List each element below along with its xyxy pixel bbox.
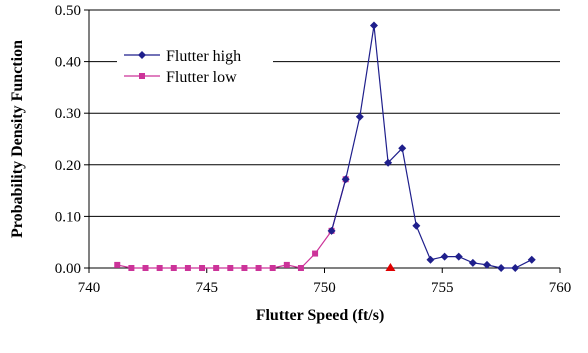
data-point-flutter-low (156, 265, 163, 271)
y-tick-label: 0.00 (55, 261, 81, 277)
triangle-marker (385, 263, 396, 271)
annotations (385, 263, 396, 271)
data-point-flutter-high (341, 175, 350, 184)
y-tick-label: 0.30 (55, 106, 81, 122)
y-tick-label: 0.40 (55, 55, 81, 71)
data-point-flutter-low (269, 265, 276, 271)
data-point-flutter-low (199, 265, 206, 271)
x-tick-label: 760 (549, 280, 572, 296)
data-point-flutter-high (482, 260, 491, 269)
x-tick-label: 745 (196, 280, 219, 296)
legend-label-flutter-low: Flutter low (166, 69, 237, 86)
data-point-flutter-high (511, 264, 520, 272)
legend-label-flutter-high: Flutter high (166, 48, 241, 65)
legend-marker-flutter-low (139, 73, 145, 79)
x-tick-labels: 740 745 750 755 760 (78, 268, 572, 296)
data-point-flutter-high (384, 158, 393, 167)
data-point-flutter-low (255, 265, 262, 271)
data-point-flutter-low (114, 261, 121, 268)
legend-marker-flutter-high (138, 51, 146, 59)
legend: Flutter high Flutter low (117, 38, 273, 92)
data-point-flutter-low (213, 265, 220, 271)
data-point-flutter-high (327, 226, 336, 235)
x-tick-label: 740 (78, 280, 101, 296)
data-point-flutter-low (241, 265, 248, 271)
data-point-flutter-low (283, 261, 290, 268)
data-point-flutter-low (128, 265, 135, 271)
y-tick-label: 0.20 (55, 158, 81, 174)
data-point-flutter-low (227, 265, 234, 271)
data-point-flutter-high (426, 255, 435, 264)
data-point-flutter-high (412, 221, 421, 230)
data-point-flutter-low (297, 265, 304, 271)
legend-box (117, 38, 273, 92)
y-tick-label: 0.10 (55, 209, 81, 225)
series-layer (114, 21, 536, 272)
y-tick-labels: 0.00 0.10 0.20 0.30 0.40 0.50 (55, 3, 89, 277)
data-point-flutter-high (497, 264, 506, 272)
y-tick-label: 0.50 (55, 3, 81, 19)
data-point-flutter-high (454, 252, 463, 261)
data-point-flutter-low (184, 265, 191, 271)
data-point-flutter-high (369, 21, 378, 30)
data-point-flutter-low (142, 265, 149, 271)
y-axis-title: Probability Density Function (9, 40, 26, 238)
x-axis-title: Flutter Speed (ft/s) (256, 307, 385, 324)
data-point-flutter-low (170, 265, 177, 271)
series-line-flutter-low (117, 179, 347, 269)
x-tick-label: 755 (431, 280, 454, 296)
data-point-flutter-high (468, 258, 477, 267)
x-tick-label: 750 (313, 280, 336, 296)
data-point-flutter-high (398, 144, 407, 153)
data-point-flutter-high (527, 255, 536, 264)
data-point-flutter-high (440, 252, 449, 261)
data-point-flutter-low (312, 250, 319, 257)
data-point-flutter-high (355, 112, 364, 121)
